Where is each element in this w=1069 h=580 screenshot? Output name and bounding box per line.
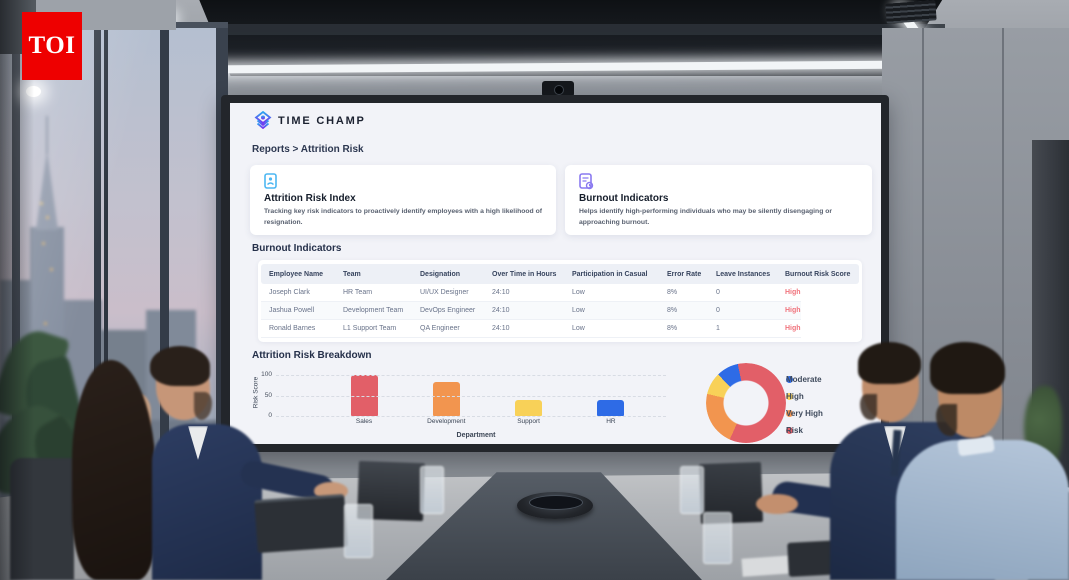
legend-label: Very High <box>786 409 823 418</box>
column-header: Team <box>343 270 361 278</box>
table-cell: 8% <box>667 307 678 314</box>
bar-category-label: Support <box>517 418 540 425</box>
column-header: Employee Name <box>269 270 324 278</box>
burnout-risk-cell: High <box>785 307 801 314</box>
bar-sales <box>350 375 378 416</box>
table-cell: Low <box>572 325 585 332</box>
table-cell: 0 <box>716 307 720 314</box>
legend-label: High <box>786 392 804 401</box>
burnout-indicators-section-title: Burnout Indicators <box>252 243 342 254</box>
time-champ-dashboard: TIME CHAMP Reports > Attrition Risk Attr… <box>230 103 881 444</box>
table-cell: 24:10 <box>492 289 510 296</box>
card-description: Tracking key risk indicators to proactiv… <box>264 208 542 226</box>
attrition-document-icon <box>264 173 279 190</box>
legend-label: Moderate <box>786 375 822 384</box>
table-cell: Low <box>572 289 585 296</box>
y-tick-label: 100 <box>261 371 272 378</box>
time-champ-logo-icon <box>254 111 272 129</box>
attrition-risk-donut-chart <box>706 363 786 443</box>
column-header: Burnout Risk Score <box>785 270 851 278</box>
legend-swatch <box>786 376 793 383</box>
table-cell: DevOps Engineer <box>420 307 476 314</box>
legend-item: Risk <box>786 422 876 439</box>
table-cell: HR Team <box>343 289 373 296</box>
bar-development <box>432 382 460 416</box>
legend-swatch <box>786 427 793 434</box>
table-cell: Joseph Clark <box>269 289 310 296</box>
card-description: Helps identify high-performing individua… <box>579 208 833 226</box>
legend-swatch <box>786 410 793 417</box>
column-header: Designation <box>420 270 461 278</box>
burnout-report-icon <box>579 173 594 190</box>
water-glass <box>420 466 444 514</box>
gridline <box>276 416 666 417</box>
burnout-risk-cell: High <box>785 325 801 332</box>
legend-label: Risk <box>786 426 803 435</box>
water-glass <box>680 466 704 514</box>
edge-vignette <box>0 0 34 580</box>
legend-item: High <box>786 388 876 405</box>
attrition-risk-index-card[interactable]: Attrition Risk Index Tracking key risk i… <box>250 165 556 235</box>
table-cell: 24:10 <box>492 307 510 314</box>
water-glass <box>703 512 732 564</box>
bar-category-label: HR <box>606 418 616 425</box>
table-row: Ronald Barnes L1 Support Team QA Engineer 2… <box>261 320 801 338</box>
y-tick-label: 0 <box>268 412 272 419</box>
table-cell: L1 Support Team <box>343 325 397 332</box>
bar-category-label: Development <box>427 418 466 425</box>
donut-legend: Moderate High Very High Risk <box>786 371 876 439</box>
table-cell: Development Team <box>343 307 404 314</box>
table-header-row: Employee Name Team Designation Over Time in… <box>261 264 859 284</box>
column-header: Error Rate <box>667 270 702 278</box>
table-cell: UI/UX Designer <box>420 289 469 296</box>
y-tick-label: 50 <box>264 391 272 399</box>
attrition-risk-breakdown-title: Attrition Risk Breakdown <box>252 350 372 361</box>
window-frame <box>160 22 169 580</box>
gridline <box>276 375 666 376</box>
card-title: Burnout Indicators <box>579 193 669 204</box>
burnout-indicators-card[interactable]: Burnout Indicators Helps identify high-p… <box>565 165 872 235</box>
breadcrumb[interactable]: Reports > Attrition Risk <box>252 144 364 155</box>
x-axis-label: Department <box>456 432 496 439</box>
legend-item: Moderate <box>786 371 876 388</box>
speakerphone-top <box>529 495 583 510</box>
table-cell: QA Engineer <box>420 325 460 332</box>
person-man-blue-shirt <box>896 440 1069 580</box>
burnout-risk-cell: High <box>785 289 801 296</box>
table-cell: 24:10 <box>492 325 510 332</box>
gridline <box>276 395 666 397</box>
camera-lens-icon <box>554 85 564 95</box>
toi-logo-text: TOI <box>28 32 76 59</box>
water-glass <box>344 504 373 558</box>
table-cell: 8% <box>667 289 678 296</box>
table-cell: Jashua Powell <box>269 307 315 314</box>
bar-hr <box>597 399 625 416</box>
table-cell: Ronald Barnes <box>269 325 316 332</box>
column-header: Over Time in Hours <box>492 270 557 278</box>
time-champ-logo-text: TIME CHAMP <box>278 115 366 127</box>
bar-support <box>515 399 543 416</box>
air-vent <box>885 0 937 24</box>
bar-category-label: Sales <box>355 418 373 425</box>
legend-swatch <box>786 393 793 400</box>
table-cell: 0 <box>716 289 720 296</box>
table-row: Jashua Powell Development Team DevOps Engi… <box>261 302 801 320</box>
toi-logo: TOI <box>22 12 82 80</box>
table-row: Joseph Clark HR Team UI/UX Designer 24:10 Lo… <box>261 284 801 302</box>
person-man-navy-suit-left <box>152 424 262 580</box>
y-axis-label: Risk Score <box>252 376 260 409</box>
ceiling-beam <box>205 24 945 35</box>
table-cell: 1 <box>716 325 720 332</box>
window-frame <box>94 22 101 580</box>
burnout-table: Employee Name Team Designation Over Time in… <box>258 260 862 342</box>
table-cell: 8% <box>667 325 678 332</box>
laptop <box>254 493 348 554</box>
column-header: Leave Instances <box>716 270 771 278</box>
legend-item: Very High <box>786 405 876 422</box>
column-header: Participation in Casual <box>572 270 648 278</box>
table-cell: Low <box>572 307 585 314</box>
table-body: Joseph Clark HR Team UI/UX Designer 24:10 Lo… <box>261 284 801 338</box>
bar-chart-plot: Sales Development Support HR <box>276 369 666 425</box>
card-title: Attrition Risk Index <box>264 193 356 204</box>
